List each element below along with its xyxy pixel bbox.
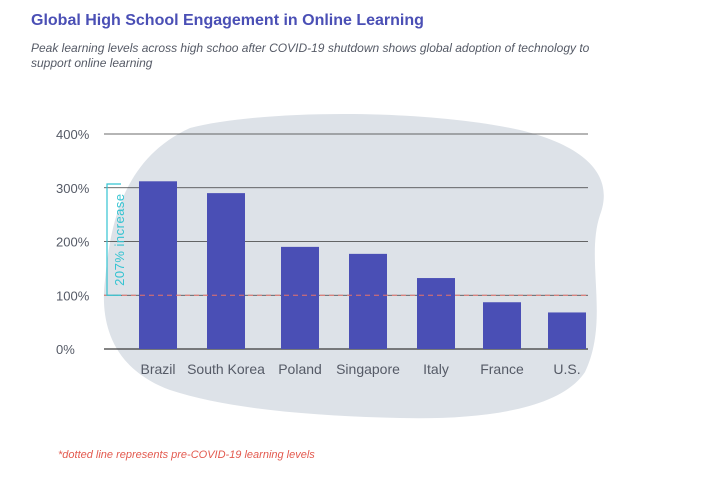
bar-france: [483, 302, 521, 349]
bar-u-s-: [548, 312, 586, 349]
x-axis-categories: Brazil South Korea Poland Singapore Italy Fra…: [140, 361, 580, 377]
x-category-label: U.S.: [553, 361, 580, 377]
x-category-label: Italy: [423, 361, 449, 377]
y-axis-ticks: 0% 100% 200% 300% 400%: [56, 127, 90, 357]
bar-brazil: [139, 181, 177, 349]
gridlines: [104, 133, 588, 350]
footnote: *dotted line represents pre-COVID-19 lea…: [58, 449, 315, 461]
bar-south-korea: [207, 193, 245, 349]
chart-title: Global High School Engagement in Online …: [31, 12, 424, 29]
x-category-label: Brazil: [140, 361, 175, 377]
bar-italy: [417, 278, 455, 349]
x-category-label: Poland: [278, 361, 322, 377]
x-category-label: South Korea: [187, 361, 265, 377]
increase-annotation-label: 207% increase: [112, 193, 127, 286]
y-tick-label: 100%: [56, 288, 90, 303]
bars: [139, 181, 586, 349]
x-category-label: Singapore: [336, 361, 400, 377]
x-category-label: France: [480, 361, 524, 377]
y-tick-label: 300%: [56, 181, 90, 196]
increase-annotation: 207% increase: [106, 183, 127, 296]
y-tick-label: 200%: [56, 235, 90, 250]
increase-bracket: [106, 183, 121, 296]
bar-singapore: [349, 253, 387, 349]
y-tick-label: 400%: [56, 127, 90, 142]
bar-poland: [281, 246, 319, 349]
y-tick-label: 0%: [56, 342, 75, 357]
chart-subtitle: Peak learning levels across high schoo a…: [31, 41, 590, 70]
